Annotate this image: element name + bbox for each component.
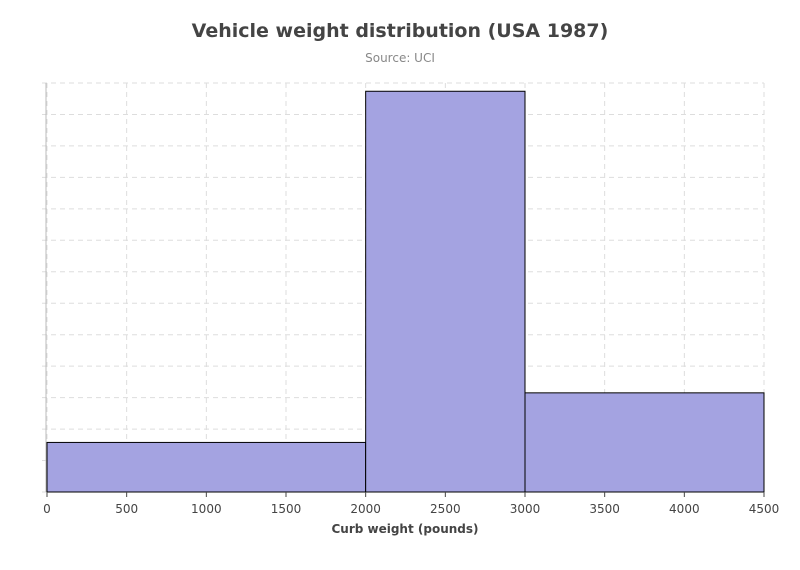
chart-title: Vehicle weight distribution (USA 1987) xyxy=(191,20,609,42)
x-tick-label: 1500 xyxy=(271,502,302,516)
chart-subtitle: Source: UCI xyxy=(365,51,435,65)
x-axis-label: Curb weight (pounds) xyxy=(331,522,478,536)
x-tick-label: 2500 xyxy=(430,502,461,516)
x-tick-label: 2000 xyxy=(350,502,381,516)
x-tick-label: 3500 xyxy=(589,502,620,516)
x-tick-label: 1000 xyxy=(191,502,222,516)
x-tick-label: 4000 xyxy=(669,502,700,516)
x-tick-label: 0 xyxy=(43,502,51,516)
histogram-bar xyxy=(365,90,526,493)
x-tick-label: 3000 xyxy=(510,502,541,516)
histogram-bar xyxy=(524,392,765,493)
x-tick-label: 4500 xyxy=(749,502,780,516)
axis-layer: 0 500 1000 1500 2000 2500 3000 3500 4000 4500 xyxy=(43,83,779,516)
bars-layer xyxy=(46,90,765,493)
x-tick-label: 500 xyxy=(115,502,138,516)
histogram-bar xyxy=(46,441,367,493)
